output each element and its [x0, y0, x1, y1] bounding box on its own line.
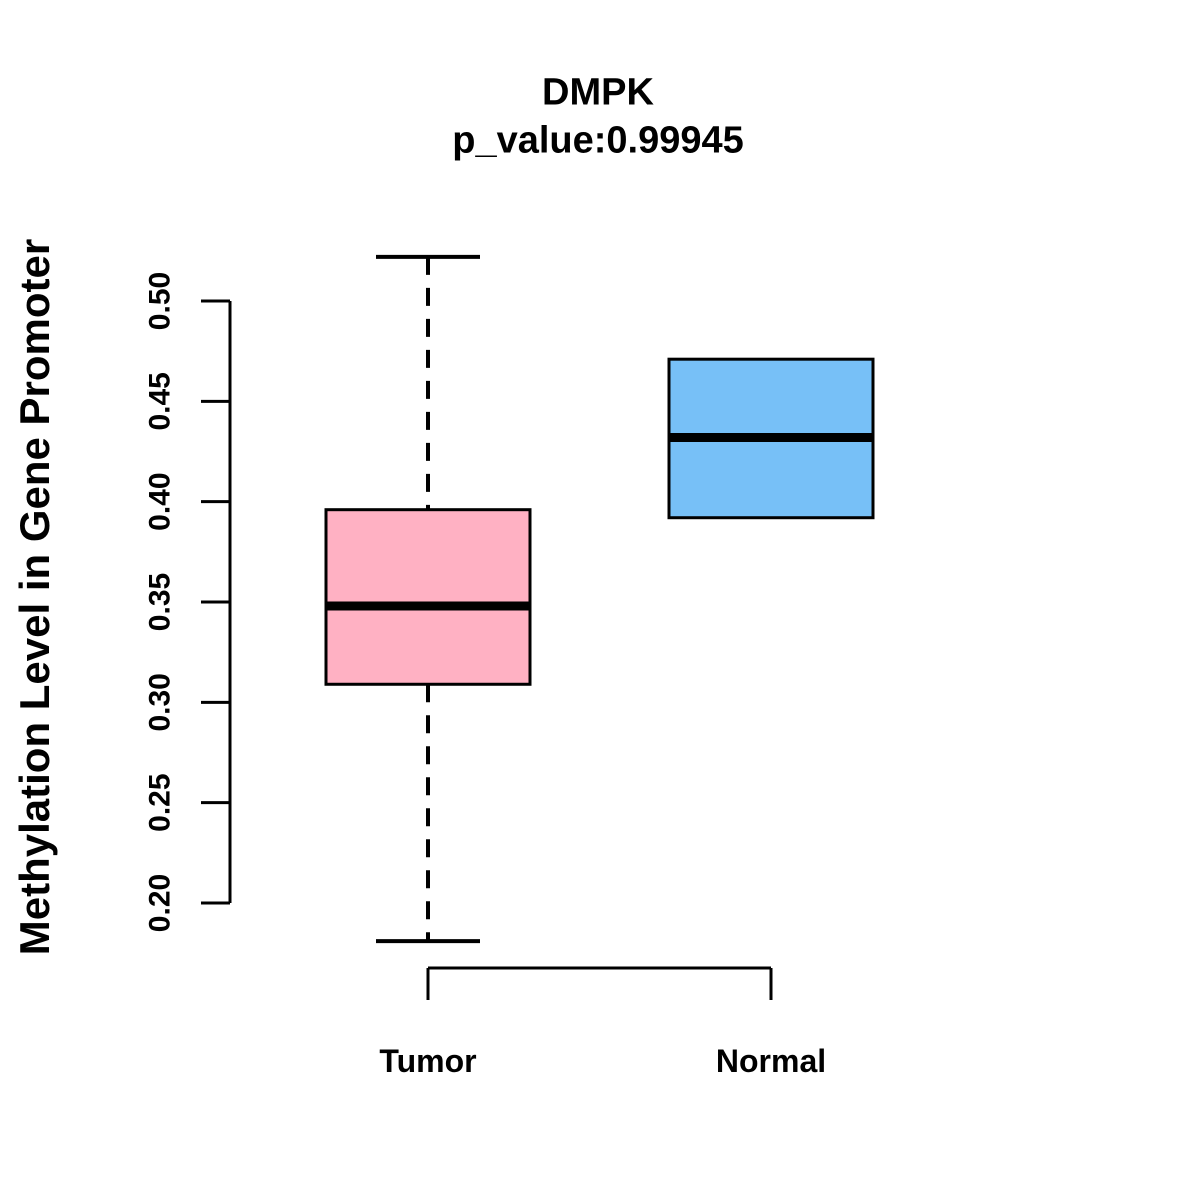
y-tick-label: 0.25 — [144, 773, 177, 831]
y-tick-label: 0.30 — [144, 673, 177, 731]
tumor-box — [324, 508, 532, 686]
x-label-normal: Normal — [716, 1043, 826, 1079]
y-tick-label: 0.45 — [144, 372, 177, 430]
y-tick-label: 0.35 — [144, 573, 177, 631]
chart-subtitle: p_value:0.99945 — [452, 119, 744, 162]
y-tick-label: 0.50 — [144, 272, 177, 330]
y-tick-label: 0.40 — [144, 472, 177, 530]
x-label-tumor: Tumor — [379, 1043, 476, 1079]
chart-title: DMPK — [542, 71, 654, 114]
y-tick-label: 0.20 — [144, 874, 177, 932]
